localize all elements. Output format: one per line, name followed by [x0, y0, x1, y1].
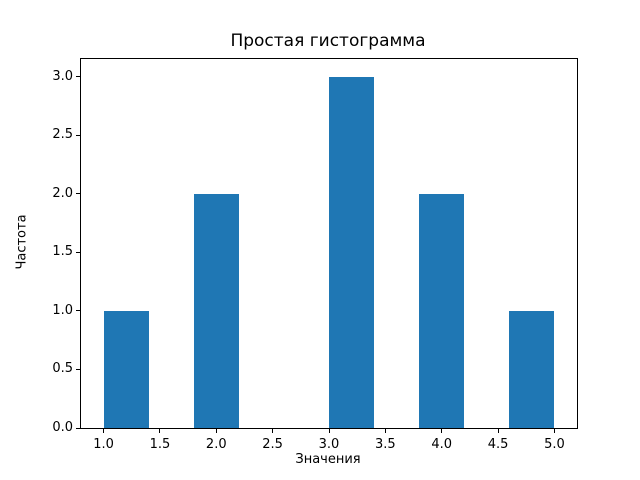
y-tick-label: 1.5 — [52, 244, 73, 260]
x-tick-mark — [441, 429, 443, 433]
x-tick-mark — [272, 429, 274, 433]
y-tick-label: 1.0 — [52, 302, 73, 318]
x-tick-label: 3.5 — [375, 437, 396, 452]
y-tick-label: 3.0 — [52, 68, 73, 84]
y-tick-mark — [76, 368, 80, 370]
x-tick-mark — [497, 429, 499, 433]
x-tick-label: 1.5 — [149, 437, 171, 452]
x-tick-label: 5.0 — [544, 437, 565, 452]
histogram-bar — [509, 310, 555, 428]
y-axis-label: Частота — [14, 214, 30, 270]
x-tick-label: 4.5 — [487, 437, 509, 452]
y-tick-mark — [76, 251, 80, 253]
y-tick-label: 0.5 — [52, 361, 73, 377]
x-tick-label: 2.0 — [205, 437, 227, 452]
y-tick-mark — [76, 193, 80, 195]
x-tick-label: 4.0 — [431, 437, 453, 452]
x-tick-label: 2.5 — [262, 437, 283, 452]
y-tick-mark — [76, 76, 80, 78]
histogram-bar — [329, 76, 375, 428]
y-tick-label: 0.0 — [52, 420, 73, 435]
x-tick-mark — [384, 429, 386, 433]
histogram-bar — [103, 310, 149, 428]
x-tick-mark — [553, 429, 555, 433]
y-tick-mark — [76, 310, 80, 312]
y-tick-label: 2.0 — [52, 185, 73, 201]
x-tick-label: 1.0 — [93, 437, 114, 452]
histogram-bar — [193, 193, 239, 428]
y-tick-label: 2.5 — [52, 127, 73, 143]
x-axis-label: Значения — [295, 452, 361, 467]
x-tick-mark — [215, 429, 217, 433]
y-tick-mark — [76, 134, 80, 136]
x-tick-mark — [103, 429, 105, 433]
x-tick-mark — [328, 429, 330, 433]
x-tick-mark — [159, 429, 161, 433]
y-tick-mark — [76, 427, 80, 429]
plot-area: 1.0 1.5 2.0 2.5 3.0 3.5 4.0 4.5 5.0 0.0 0.5 1.0 1.5 2… — [52, 58, 578, 452]
histogram-bar — [419, 193, 465, 428]
chart-title: Простая гистограмма — [230, 31, 426, 51]
x-tick-label: 3.0 — [318, 437, 340, 452]
